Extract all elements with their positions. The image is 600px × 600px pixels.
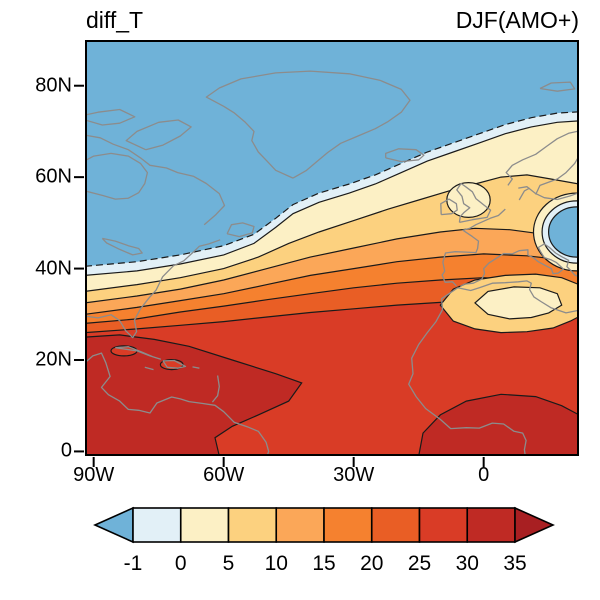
coastline	[85, 108, 136, 126]
coastline	[85, 134, 226, 226]
coastline	[85, 239, 221, 339]
contour-map	[85, 40, 579, 456]
colorbar-band	[227, 507, 278, 543]
coastline	[441, 208, 506, 287]
colorbar-tick-label: 15	[312, 552, 335, 575]
y-axis-tick-label: 60N	[35, 165, 72, 188]
warm-core-caribbean	[85, 334, 303, 456]
y-axis-tick-label: 80N	[35, 74, 72, 97]
season-annotation: DJF(AMO+)	[455, 7, 579, 33]
contour-line--1	[85, 111, 579, 267]
colorbar-band	[179, 507, 230, 543]
colorbar-band	[466, 507, 516, 543]
colorbar-tick-label: 0	[175, 552, 187, 575]
cool-patch-europe-core	[548, 206, 579, 258]
colorbar-band	[370, 507, 421, 543]
colorbar-tick-label: 5	[223, 552, 235, 575]
colorbar: -1 0 5 10 15 20 25 30 35	[93, 506, 555, 575]
coastline	[205, 70, 411, 179]
colorbar-tick-label: 20	[360, 552, 383, 575]
colorbar-left-arrow	[93, 506, 134, 544]
coastline	[505, 130, 579, 186]
colorbar-band	[275, 507, 325, 543]
coastline	[459, 243, 579, 287]
coastline	[518, 186, 579, 201]
coastline	[456, 182, 492, 224]
coastline	[211, 375, 220, 403]
colorbar-band	[132, 507, 182, 543]
colorbar-tick-label: 10	[265, 552, 288, 575]
coastline	[144, 366, 154, 371]
colorbar-band	[323, 507, 373, 543]
y-axis-tick-label: 20N	[35, 348, 72, 371]
colorbar-tick-label: 35	[503, 552, 526, 575]
contour-line-15	[85, 253, 579, 315]
warm-core-gulf-of-guinea	[418, 393, 579, 456]
colorbar-tick-label: -1	[124, 552, 143, 575]
coastline	[125, 119, 192, 151]
contour-line-10	[85, 227, 579, 304]
x-axis-tick-label: 60W	[203, 464, 245, 486]
coastline	[101, 237, 143, 256]
cool-patch-nw-africa-inner	[474, 286, 563, 320]
colorbar-tick-label: 30	[456, 552, 479, 575]
coastline	[539, 81, 576, 92]
coastline	[385, 148, 425, 163]
coastline	[85, 352, 270, 456]
coastline	[518, 187, 530, 201]
contour-line-5	[85, 174, 579, 292]
colorbar-band	[418, 507, 469, 543]
coastline	[162, 359, 187, 369]
plot-frame	[85, 40, 579, 456]
coastline	[85, 152, 149, 200]
colorbar-right-arrow	[514, 506, 555, 544]
y-axis-tick-label: 40N	[35, 257, 72, 280]
map-layers	[85, 40, 579, 456]
colorbar-tick-label: 25	[408, 552, 431, 575]
variable-title: diff_T	[86, 7, 144, 33]
x-axis-tick-label: 30W	[333, 464, 375, 486]
x-axis-tick-label: 90W	[73, 464, 115, 486]
coastline	[440, 198, 458, 216]
coastline	[226, 222, 255, 238]
coastline	[408, 287, 527, 456]
coastline	[115, 346, 162, 360]
coastline	[457, 280, 579, 314]
x-axis-tick-label: 0	[478, 464, 490, 486]
coastline	[192, 366, 200, 369]
contour-line-0	[85, 120, 579, 276]
y-axis-tick-label: 0	[60, 439, 72, 462]
coastline	[535, 155, 579, 195]
